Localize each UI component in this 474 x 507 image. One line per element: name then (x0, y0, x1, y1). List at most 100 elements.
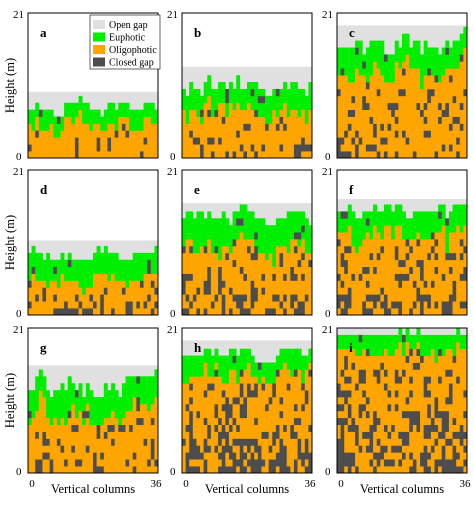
cell (114, 280, 119, 288)
cell (228, 252, 233, 261)
cell (60, 116, 65, 124)
cell (147, 390, 152, 398)
cell (290, 445, 295, 453)
cell (268, 116, 273, 124)
cell (225, 232, 230, 240)
cell (373, 245, 378, 254)
cell (416, 218, 421, 226)
cell (53, 445, 58, 453)
cell (279, 287, 284, 295)
cell (383, 438, 388, 446)
cell (452, 301, 457, 309)
cell (243, 301, 248, 309)
cell (383, 308, 388, 316)
cell (60, 438, 65, 446)
cell (452, 280, 457, 288)
cell (304, 116, 309, 124)
cell (100, 294, 105, 302)
cell (347, 459, 352, 467)
cell (434, 445, 439, 453)
cell (362, 308, 367, 316)
cell (416, 397, 421, 405)
cell (257, 109, 262, 117)
cell (236, 301, 241, 309)
cell (221, 383, 226, 391)
cell (268, 109, 273, 117)
cell (434, 403, 439, 412)
cell (297, 211, 302, 219)
cell (283, 287, 288, 295)
cell (398, 308, 403, 316)
cell (347, 355, 352, 363)
cell (308, 438, 313, 446)
cell (383, 287, 388, 295)
cell (272, 280, 277, 288)
cell (221, 88, 226, 97)
cell (308, 362, 313, 370)
cell (344, 287, 349, 295)
cell (441, 123, 446, 131)
cell (107, 301, 112, 309)
cell (261, 287, 266, 295)
cell (293, 252, 298, 261)
cell (416, 369, 421, 377)
cell (448, 383, 453, 391)
cell (247, 466, 251, 474)
cell (358, 245, 363, 254)
cell (185, 95, 190, 104)
cell (441, 245, 446, 254)
cell (463, 410, 468, 419)
cell (409, 225, 414, 233)
cell (365, 259, 370, 268)
cell (210, 403, 215, 412)
cell (261, 225, 266, 233)
cell (430, 82, 435, 90)
cell (412, 130, 417, 138)
cell (405, 54, 410, 62)
cell (38, 116, 43, 124)
cell (232, 417, 237, 426)
cell (391, 95, 396, 104)
cell (456, 75, 461, 83)
cell (257, 245, 262, 254)
cell (283, 123, 288, 131)
cell (351, 259, 356, 268)
cell (93, 109, 97, 117)
cell (129, 294, 134, 302)
panel-label: a (40, 25, 47, 40)
cell (434, 424, 439, 432)
cell (347, 204, 352, 212)
cell (250, 116, 255, 124)
cell (427, 252, 432, 261)
cell (416, 40, 421, 48)
cell (147, 301, 152, 309)
cell (362, 68, 367, 76)
cell (427, 130, 432, 138)
cell (463, 280, 468, 288)
cell (438, 424, 443, 432)
cell (228, 390, 233, 398)
cell (448, 348, 453, 356)
cell (297, 102, 302, 111)
cell (228, 123, 233, 131)
cell (405, 102, 410, 111)
cell (150, 280, 155, 288)
cell (60, 459, 65, 467)
cell (293, 287, 298, 295)
cell (261, 259, 266, 268)
cell (236, 280, 241, 288)
cell (275, 362, 280, 370)
cell (351, 232, 356, 240)
cell (283, 144, 288, 152)
cell (239, 211, 244, 219)
cell (185, 225, 190, 233)
cell (232, 403, 237, 412)
cell (434, 137, 439, 145)
cell (405, 218, 410, 226)
cell (369, 259, 374, 268)
cell (247, 151, 251, 159)
cell (257, 376, 262, 384)
cell (93, 424, 97, 432)
cell (200, 417, 205, 426)
cell (268, 287, 273, 295)
